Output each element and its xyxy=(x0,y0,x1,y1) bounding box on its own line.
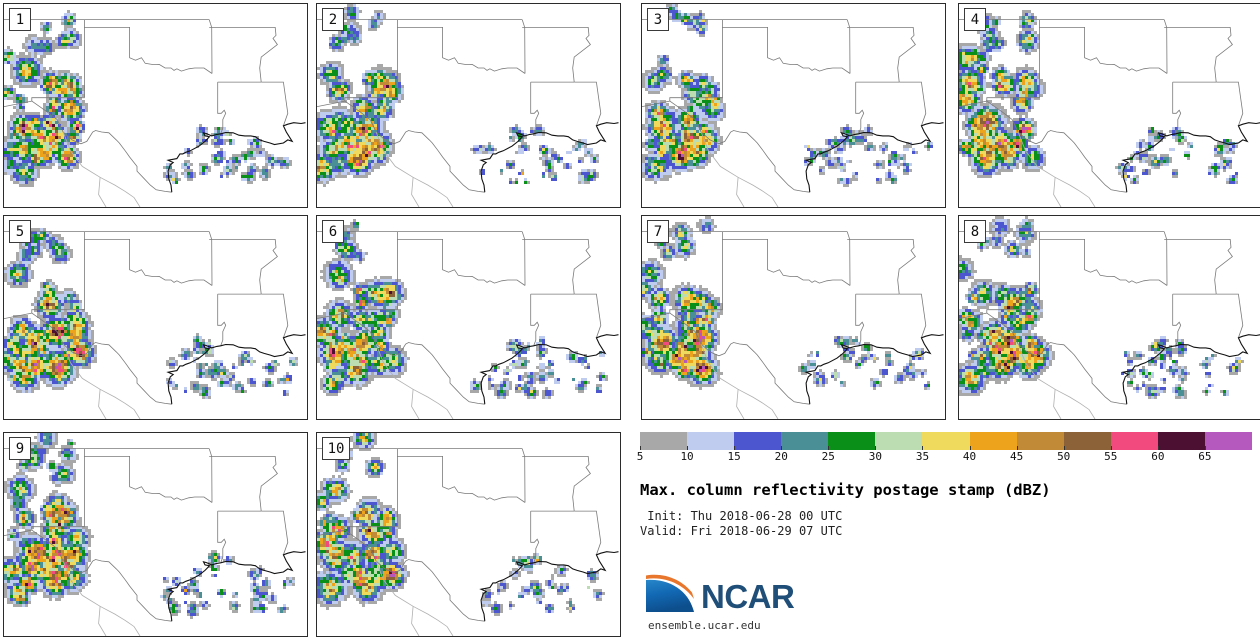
colorbar-band-50 xyxy=(1064,432,1111,450)
ensemble-member-panel-3[interactable]: 3 xyxy=(641,3,946,208)
colorbar xyxy=(640,432,1252,450)
ensemble-member-panel-10[interactable]: 10 xyxy=(316,432,621,637)
colorbar-tick-label: 15 xyxy=(728,450,741,463)
ncar-wordmark: NCAR xyxy=(701,578,795,615)
ensemble-member-panel-5[interactable]: 5 xyxy=(3,215,308,420)
colorbar-band-55 xyxy=(1111,432,1158,450)
valid-time: Valid: Fri 2018-06-29 07 UTC xyxy=(640,524,842,538)
ensemble-member-panel-6[interactable]: 6 xyxy=(316,215,621,420)
colorbar-tick-label: 60 xyxy=(1151,450,1164,463)
colorbar-band-45 xyxy=(1017,432,1064,450)
panel-label-9: 9 xyxy=(9,437,31,460)
colorbar-band-20 xyxy=(781,432,828,450)
colorbar-band-10 xyxy=(687,432,734,450)
colorbar-tick-label: 40 xyxy=(963,450,976,463)
colorbar-band-30 xyxy=(875,432,922,450)
colorbar-tick-labels: 5 10 15 20 25 30 35 40 45 50 55 60 65 xyxy=(640,450,1252,466)
figure-metadata: Init: Thu 2018-06-28 00 UTC Valid: Fri 2… xyxy=(640,509,842,539)
colorbar-band-60 xyxy=(1158,432,1205,450)
panel-label-6: 6 xyxy=(322,220,344,243)
colorbar-band-65 xyxy=(1205,432,1252,450)
panel-label-3: 3 xyxy=(647,8,669,31)
colorbar-tick-label: 30 xyxy=(869,450,882,463)
ensemble-url: ensemble.ucar.edu xyxy=(648,619,761,632)
panel-label-5: 5 xyxy=(9,220,31,243)
init-time: Init: Thu 2018-06-28 00 UTC xyxy=(640,509,842,523)
colorbar-band-40 xyxy=(970,432,1017,450)
ensemble-member-panel-9[interactable]: 9 xyxy=(3,432,308,637)
colorbar-band-5 xyxy=(640,432,687,450)
panel-label-10: 10 xyxy=(322,437,350,460)
colorbar-tick-label: 10 xyxy=(680,450,693,463)
colorbar-tick-label: 35 xyxy=(916,450,929,463)
ensemble-member-panel-8[interactable]: 8 xyxy=(958,215,1260,420)
colorbar-band-25 xyxy=(828,432,875,450)
colorbar-tick-label: 20 xyxy=(775,450,788,463)
ensemble-member-panel-4[interactable]: 4 xyxy=(958,3,1260,208)
colorbar-tick-label: 45 xyxy=(1010,450,1023,463)
panel-label-7: 7 xyxy=(647,220,669,243)
panel-label-2: 2 xyxy=(322,8,344,31)
colorbar-tick-label: 65 xyxy=(1198,450,1211,463)
ensemble-member-panel-1[interactable]: 1 xyxy=(3,3,308,208)
figure-title: Max. column reflectivity postage stamp (… xyxy=(640,481,1051,499)
colorbar-tick-label: 55 xyxy=(1104,450,1117,463)
colorbar-band-35 xyxy=(922,432,969,450)
ncar-logo: NCAR xyxy=(645,568,795,620)
ensemble-member-panel-2[interactable]: 2 xyxy=(316,3,621,208)
panel-label-1: 1 xyxy=(9,8,31,31)
colorbar-tick-label: 5 xyxy=(637,450,644,463)
colorbar-tick-label: 50 xyxy=(1057,450,1070,463)
colorbar-tick-label: 25 xyxy=(822,450,835,463)
panel-label-4: 4 xyxy=(964,8,986,31)
ensemble-member-panel-7[interactable]: 7 xyxy=(641,215,946,420)
colorbar-band-15 xyxy=(734,432,781,450)
panel-label-8: 8 xyxy=(964,220,986,243)
